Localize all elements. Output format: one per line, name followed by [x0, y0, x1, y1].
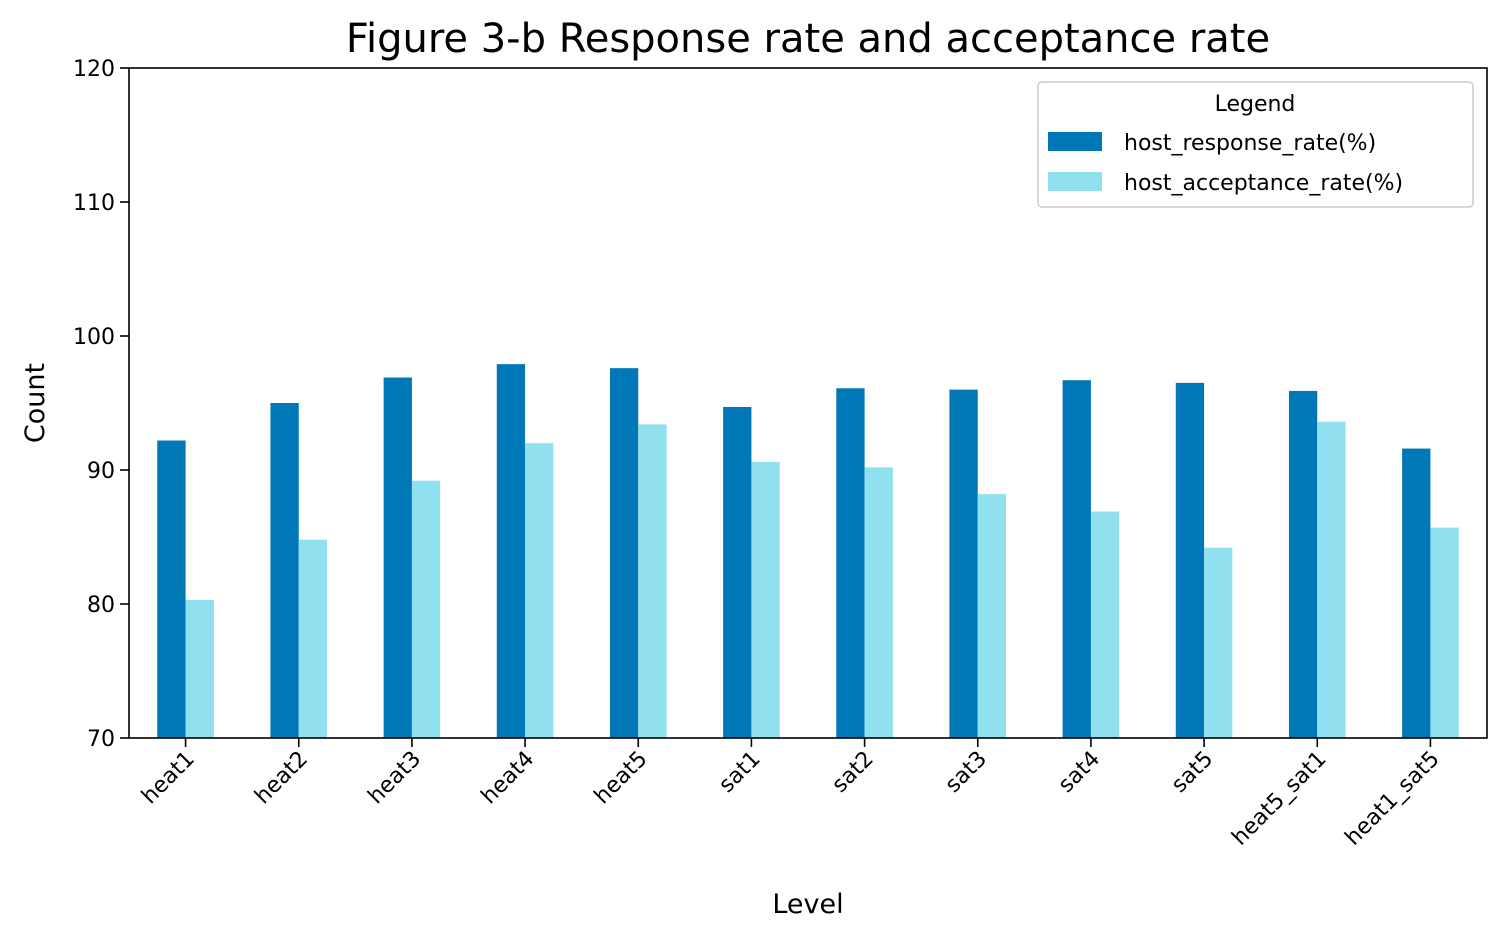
- y-tick-label: 110: [73, 191, 115, 216]
- legend-label-acceptance: host_acceptance_rate(%): [1124, 171, 1403, 196]
- legend-label-response: host_response_rate(%): [1124, 131, 1376, 156]
- bar-response-sat5: [1175, 382, 1205, 738]
- bar-response-heat1: [157, 440, 186, 738]
- legend-title: Legend: [1215, 92, 1296, 117]
- bar-acceptance-heat4: [525, 443, 554, 738]
- x-axis-label: Level: [772, 889, 843, 920]
- plot-frame: [128, 67, 1488, 739]
- bar-acceptance-sat1: [751, 461, 780, 738]
- y-axis: 70 80 90 100 110 120: [73, 57, 129, 752]
- bar-acceptance-sat3: [977, 494, 1007, 738]
- bar-response-heat5_sat1: [1288, 390, 1318, 738]
- bar-acceptance-sat5: [1204, 547, 1233, 738]
- y-tick-label: 100: [73, 325, 115, 350]
- bar-acceptance-heat3: [411, 480, 441, 738]
- bar-acceptance-heat1: [185, 599, 214, 738]
- bar-acceptance-heat2: [298, 539, 328, 738]
- bar-acceptance-heat5_sat1: [1317, 421, 1346, 738]
- bars-group: [157, 364, 1459, 738]
- chart-title: Figure 3-b Response rate and acceptance …: [346, 16, 1270, 62]
- legend-swatch-acceptance: [1048, 172, 1102, 191]
- bar-acceptance-sat4: [1090, 511, 1120, 738]
- y-tick-label: 80: [87, 593, 115, 618]
- bar-acceptance-heat1_sat5: [1430, 527, 1459, 738]
- bar-response-heat3: [383, 377, 412, 738]
- bar-response-sat3: [949, 389, 978, 738]
- y-tick-label: 120: [73, 57, 115, 82]
- bar-response-sat2: [836, 388, 865, 738]
- bar-response-heat4: [496, 364, 526, 738]
- bar-response-heat2: [270, 403, 299, 738]
- legend-swatch-response: [1048, 132, 1102, 151]
- y-tick-label: 90: [87, 459, 115, 484]
- legend: Legend host_response_rate(%) host_accept…: [1037, 81, 1474, 208]
- bar-response-heat1_sat5: [1402, 448, 1431, 738]
- bar-acceptance-sat2: [864, 467, 893, 738]
- bar-response-sat1: [723, 407, 752, 738]
- bar-response-heat5: [609, 368, 639, 738]
- y-axis-label: Count: [20, 363, 51, 443]
- legend-box: [1037, 81, 1474, 208]
- bar-response-sat4: [1062, 380, 1091, 738]
- bar-acceptance-heat5: [638, 424, 667, 738]
- y-tick-label: 70: [87, 727, 115, 752]
